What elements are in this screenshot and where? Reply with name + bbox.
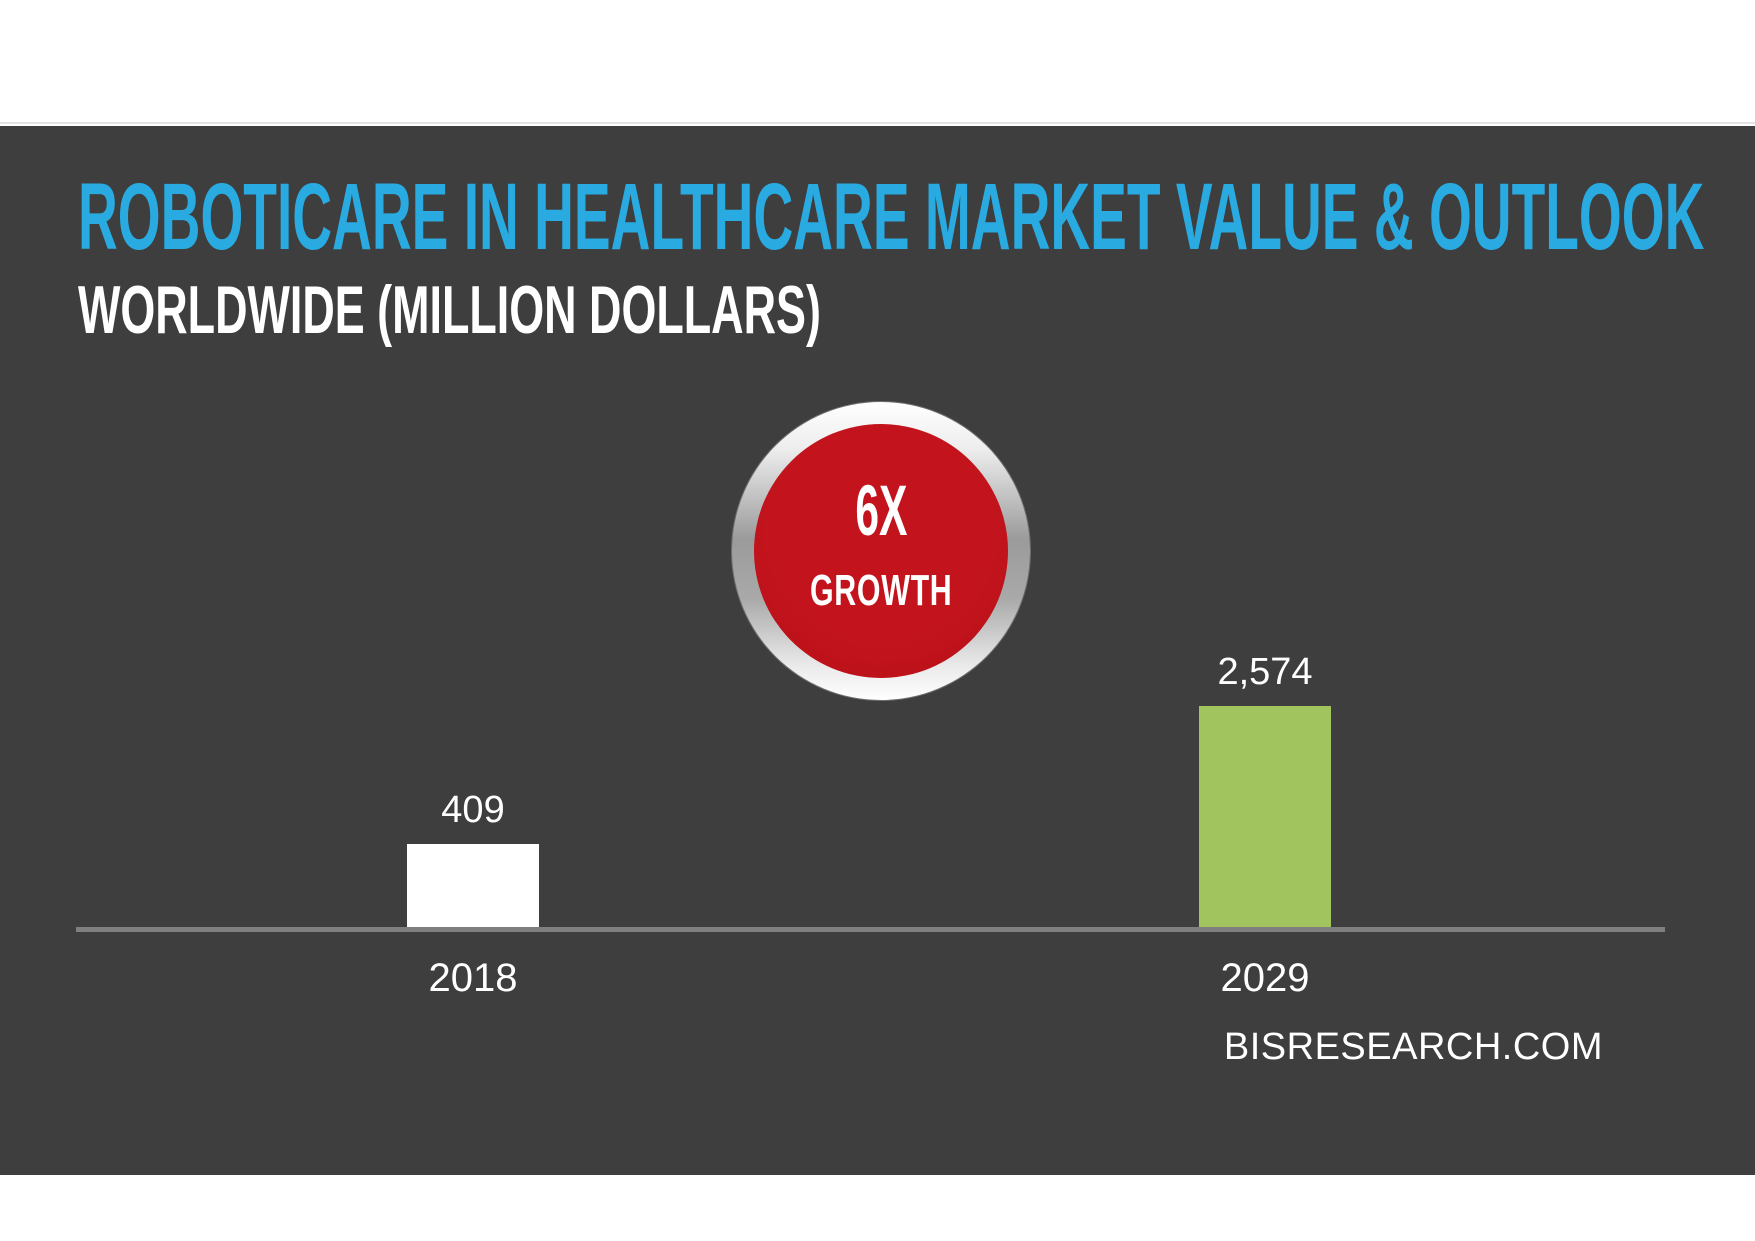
growth-badge-ring: 6X GROWTH (732, 402, 1030, 700)
x-axis-label-2029: 2029 (1220, 956, 1310, 1000)
growth-multiplier-text: 6X (854, 471, 908, 551)
bar-2029 (1199, 706, 1331, 929)
bar-2018 (407, 844, 539, 929)
source-watermark: BISRESEARCH.COM (1223, 1026, 1603, 1068)
page-title: ROBOTICARE IN HEALTHCARE MARKET VALUE & … (78, 164, 1705, 270)
x-axis-line (76, 927, 1665, 932)
chart-canvas: ROBOTICARE IN HEALTHCARE MARKET VALUE & … (0, 126, 1755, 1175)
bottom-white-margin (0, 1175, 1755, 1241)
bar-value-label-2029: 2,574 (1217, 651, 1313, 693)
growth-badge: 6X GROWTH (754, 424, 1008, 678)
page-subtitle: WORLDWIDE (MILLION DOLLARS) (78, 272, 821, 348)
x-axis-label-2018: 2018 (428, 956, 518, 1000)
top-white-margin (0, 0, 1755, 124)
growth-label-text: GROWTH (809, 565, 953, 615)
bar-value-label-2018: 409 (441, 789, 505, 831)
